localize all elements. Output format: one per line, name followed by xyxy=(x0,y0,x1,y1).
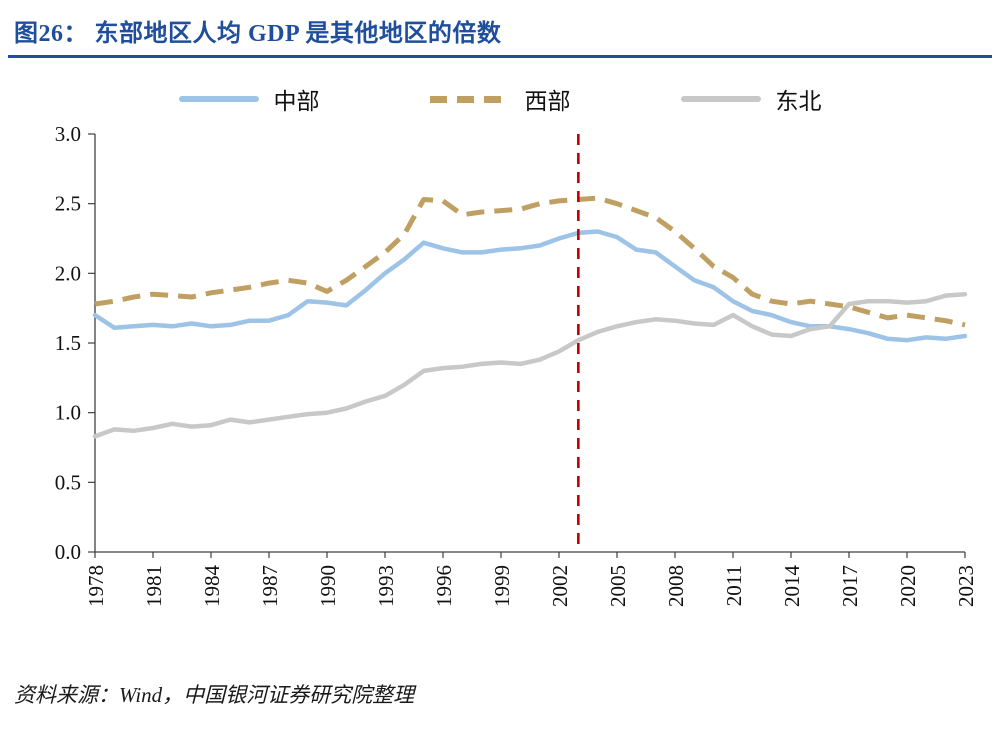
title-divider xyxy=(8,55,992,58)
series-line-3 xyxy=(92,291,968,439)
x-tick-label: 1990 xyxy=(316,565,340,607)
series-line-2 xyxy=(94,195,966,328)
y-tick-label: 3.0 xyxy=(55,122,81,146)
x-tick-label: 2005 xyxy=(606,565,630,607)
y-tick-label: 2.5 xyxy=(55,192,81,216)
legend-item-2: 西部 xyxy=(429,82,571,116)
x-tick-label: 1984 xyxy=(200,565,224,608)
legend-label: 西部 xyxy=(524,89,571,114)
legend-swatch xyxy=(429,95,510,103)
y-tick-label: 2.0 xyxy=(55,261,81,285)
x-tick-label: 1999 xyxy=(490,565,514,607)
y-tick-label: 0.5 xyxy=(55,470,81,494)
x-tick-label: 2011 xyxy=(722,565,746,606)
x-tick-label: 2014 xyxy=(780,565,804,608)
legend-item-3: 东北 xyxy=(680,82,822,116)
x-tick-label: 2008 xyxy=(664,565,688,607)
x-tick-label: 2020 xyxy=(896,565,920,607)
legend-swatch xyxy=(178,96,259,102)
chart-legend: 中部 西部 东北 xyxy=(0,82,1000,116)
chart-area: 0.0 0.5 1.0 1.5 2.0 2.5 3.0 1978 1981 1984 1987 199… xyxy=(0,118,1000,671)
legend-label: 中部 xyxy=(273,89,320,114)
x-tick-label: 2023 xyxy=(954,565,978,607)
x-tick-label: 1978 xyxy=(84,565,108,607)
x-tick-label: 2017 xyxy=(838,565,862,607)
x-tick-label: 2002 xyxy=(548,565,572,607)
x-tick-label: 1993 xyxy=(374,565,398,607)
y-tick-label: 0.0 xyxy=(55,540,81,564)
legend-item-1: 中部 xyxy=(178,82,320,116)
y-tick-label: 1.5 xyxy=(55,331,81,355)
chart-title: 图26： 东部地区人均 GDP 是其他地区的倍数 xyxy=(14,21,502,47)
legend-swatch xyxy=(680,96,761,102)
x-tick-label: 1987 xyxy=(258,565,282,607)
y-tick-label: 1.0 xyxy=(55,401,81,425)
source-note: 资料来源：Wind，中国银河证券研究院整理 xyxy=(14,683,415,707)
legend-label: 东北 xyxy=(775,89,822,114)
x-tick-label: 1996 xyxy=(432,565,456,607)
x-tick-label: 1981 xyxy=(142,565,166,607)
line-chart: 0.0 0.5 1.0 1.5 2.0 2.5 3.0 1978 1981 1984 1987 199… xyxy=(55,122,978,608)
